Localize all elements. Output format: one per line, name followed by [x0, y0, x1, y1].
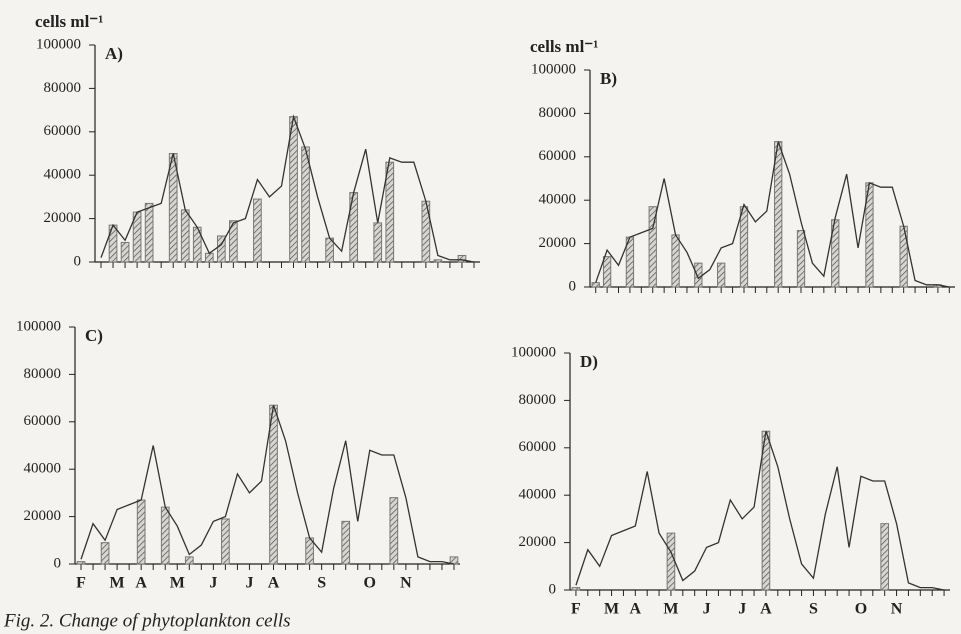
- x-tick-label: J: [738, 601, 746, 618]
- bar: [457, 254, 467, 263]
- line: [80, 405, 455, 565]
- y-tick-label: 60000: [24, 413, 62, 429]
- bar: [671, 234, 680, 288]
- bar: [180, 209, 190, 263]
- bar: [120, 241, 130, 263]
- y-tick-label: 20000: [24, 508, 62, 524]
- bar: [301, 146, 310, 263]
- y-tick-label: 0: [549, 581, 557, 597]
- y-tick-label: 0: [74, 253, 82, 269]
- bar: [717, 262, 726, 288]
- y-tick-label: 20000: [519, 534, 557, 550]
- bar: [229, 220, 238, 263]
- x-tick-label: M: [604, 601, 619, 618]
- x-tick-label: O: [855, 601, 867, 618]
- x-tick-label: M: [110, 575, 125, 592]
- bar: [216, 235, 226, 263]
- bar: [269, 404, 278, 565]
- x-tick-label: N: [891, 601, 903, 618]
- bar: [571, 587, 581, 591]
- bar: [289, 116, 298, 263]
- x-tick-label: M: [663, 601, 678, 618]
- bar: [880, 523, 889, 591]
- y-tick-label: 60000: [519, 439, 557, 455]
- bar: [774, 141, 783, 288]
- bar: [385, 161, 395, 263]
- y-tick-label: 80000: [519, 392, 557, 408]
- x-tick-label: J: [209, 575, 217, 592]
- bar: [602, 256, 612, 288]
- y-tick-label: 0: [54, 555, 62, 571]
- y-tick-label: 80000: [44, 80, 82, 96]
- bar: [739, 206, 749, 288]
- bar: [168, 153, 178, 263]
- panel-title: A): [105, 44, 123, 63]
- x-tick-label: A: [760, 601, 772, 618]
- x-tick-label: N: [400, 575, 412, 592]
- y-tick-label: 40000: [24, 461, 62, 477]
- x-tick-label: S: [809, 601, 818, 618]
- y-tick-label: 100000: [16, 318, 61, 334]
- bar: [136, 499, 146, 565]
- x-tick-label: O: [364, 575, 376, 592]
- y-tick-label: 100000: [36, 36, 81, 52]
- bar: [204, 252, 214, 263]
- y-tick-label: 80000: [24, 366, 62, 382]
- bar: [648, 206, 657, 288]
- y-tick-label: 0: [569, 278, 577, 294]
- y-tick-label: 100000: [511, 344, 556, 360]
- line: [100, 114, 475, 263]
- bar: [221, 518, 230, 565]
- y-tick-label: 20000: [44, 210, 82, 226]
- y-tick-label: 20000: [539, 235, 577, 251]
- x-tick-label: A: [135, 575, 147, 592]
- y-tick-label: 60000: [44, 123, 82, 139]
- bar: [144, 202, 154, 263]
- x-tick-label: J: [703, 601, 711, 618]
- bar: [796, 230, 806, 288]
- x-tick-label: F: [571, 601, 581, 618]
- panel-title: C): [85, 326, 103, 345]
- bar: [160, 506, 170, 565]
- panel-title: D): [580, 352, 598, 371]
- line: [575, 431, 945, 591]
- x-tick-label: A: [630, 601, 642, 618]
- caption: Fig. 2. Change of phytoplankton cells: [3, 610, 291, 631]
- x-tick-label: M: [170, 575, 185, 592]
- bar: [389, 497, 399, 565]
- y-axis-label: cells ml⁻¹: [35, 12, 103, 31]
- y-tick-label: 40000: [44, 167, 82, 183]
- x-tick-label: A: [268, 575, 280, 592]
- bar: [591, 282, 600, 288]
- y-tick-label: 40000: [539, 192, 577, 208]
- y-tick-label: 80000: [539, 105, 577, 121]
- y-tick-label: 60000: [539, 148, 577, 164]
- bar: [421, 200, 431, 263]
- y-tick-label: 40000: [519, 487, 557, 503]
- bar: [433, 259, 443, 263]
- bar: [373, 222, 383, 263]
- bar: [341, 520, 351, 565]
- x-tick-label: F: [76, 575, 86, 592]
- bar: [253, 198, 262, 263]
- panel-title: B): [600, 69, 617, 88]
- bar: [100, 542, 110, 565]
- bar: [184, 556, 194, 565]
- bar: [76, 561, 86, 565]
- bar: [666, 532, 676, 591]
- bar: [761, 430, 771, 591]
- x-tick-label: J: [245, 575, 253, 592]
- y-tick-label: 100000: [531, 61, 576, 77]
- bar: [694, 262, 703, 288]
- y-axis-label: cells ml⁻¹: [530, 37, 598, 56]
- line: [595, 141, 950, 288]
- x-tick-label: S: [317, 575, 326, 592]
